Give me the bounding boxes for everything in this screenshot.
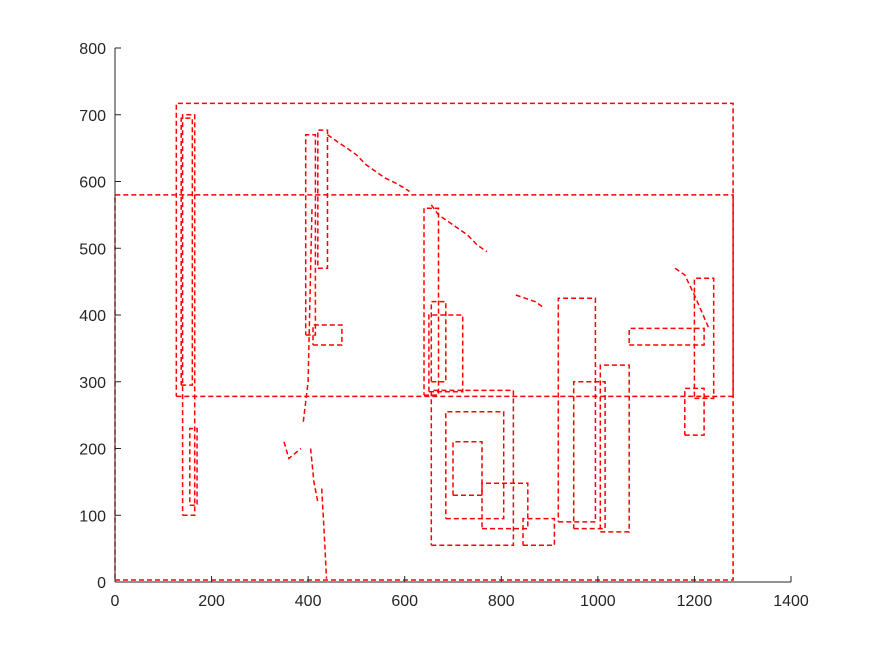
x-tick-label: 0 [111, 593, 120, 610]
y-tick-label: 100 [79, 508, 106, 525]
series-15 [522, 517, 556, 547]
x-tick-label: 1000 [580, 593, 616, 610]
series-0 [114, 194, 734, 581]
y-tick-label: 700 [79, 108, 106, 125]
series-1 [175, 102, 734, 398]
chart-marks [114, 102, 734, 581]
y-tick-label: 400 [79, 308, 106, 325]
series-12 [445, 411, 505, 520]
series-19 [684, 387, 705, 436]
x-tick-label: 200 [198, 593, 225, 610]
series-26 [320, 488, 328, 579]
series-25 [309, 448, 319, 503]
y-tick-label: 800 [79, 41, 106, 58]
series-18 [628, 327, 705, 346]
series-24 [302, 208, 313, 422]
series-27 [283, 441, 302, 460]
chart-axes: 0 200 400 600 800 1000 1200 1400 0 100 200 300 400 50… [79, 41, 809, 610]
y-tick-label: 600 [79, 175, 106, 192]
y-tick-label: 300 [79, 375, 106, 392]
series-28 [674, 267, 710, 329]
x-tick-label: 1200 [677, 593, 713, 610]
series-4 [181, 114, 196, 517]
series-17 [599, 364, 630, 533]
series-16 [557, 297, 597, 523]
y-tick-label: 200 [79, 442, 106, 459]
series-21 [572, 381, 606, 530]
series-14 [481, 482, 529, 530]
series-22 [327, 134, 410, 193]
series-9 [430, 300, 447, 383]
series-23 [430, 204, 488, 253]
series-11 [430, 389, 515, 547]
series-2 [180, 117, 194, 386]
series-8 [423, 207, 440, 396]
x-tick-label: 400 [295, 593, 322, 610]
series-3 [189, 427, 198, 506]
x-tick-label: 1400 [773, 593, 809, 610]
series-20 [693, 277, 715, 400]
x-tick-label: 800 [488, 593, 515, 610]
y-tick-label: 500 [79, 241, 106, 258]
series-5 [304, 134, 317, 336]
series-6 [317, 129, 329, 270]
series-7 [312, 324, 343, 346]
series-13 [452, 441, 483, 496]
y-tick-label: 0 [97, 575, 106, 592]
series-29 [515, 294, 546, 309]
x-tick-label: 600 [391, 593, 418, 610]
series-10 [428, 314, 464, 393]
